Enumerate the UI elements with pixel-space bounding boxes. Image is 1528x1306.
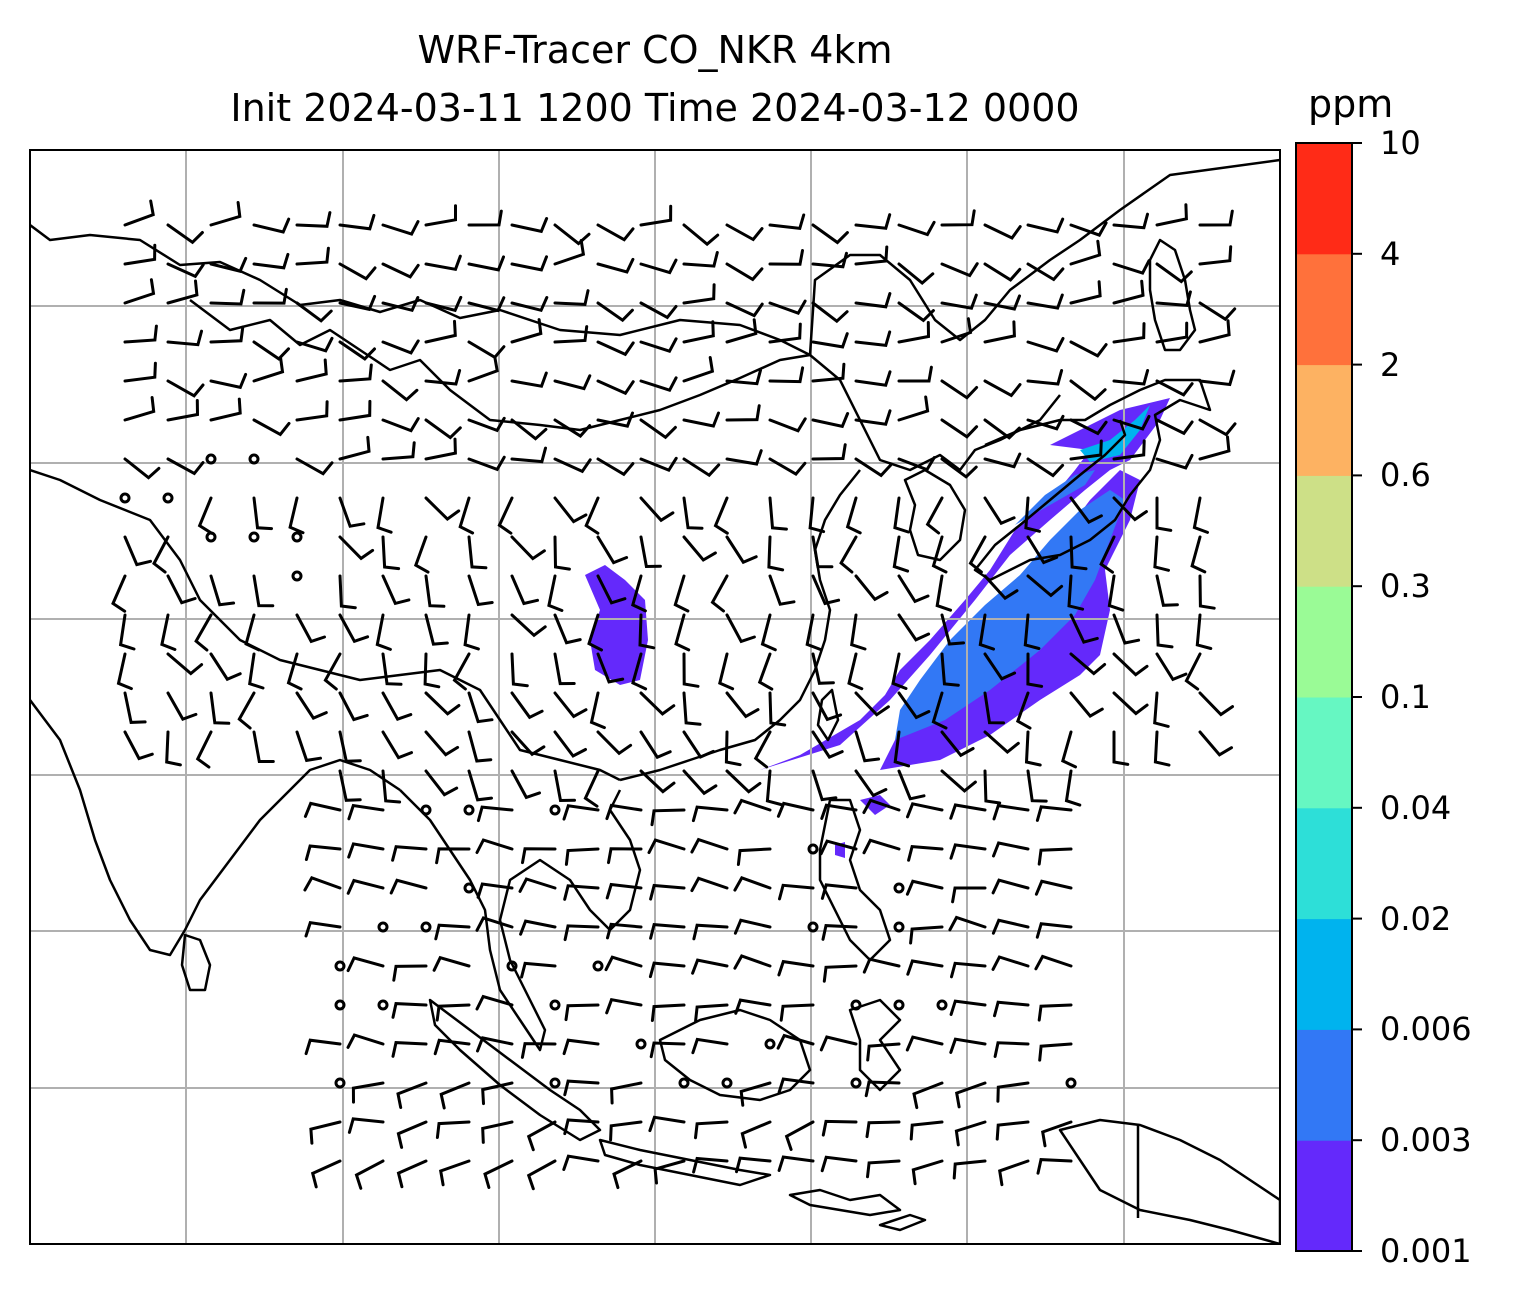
colorbar-tick-label: 0.001: [1380, 1235, 1472, 1267]
colorbar-tick-label: 0.02: [1380, 903, 1451, 935]
colorbar: [1296, 143, 1352, 1252]
colorbar-tick-label: 0.6: [1380, 459, 1431, 491]
colorbar-segment: [1296, 808, 1352, 919]
colorbar-ticks: [1352, 143, 1362, 1251]
colorbar-segment: [1296, 475, 1352, 586]
colorbar-tick-label: 4: [1380, 238, 1400, 270]
colorbar-segment: [1296, 919, 1352, 1030]
colorbar-tick-label: 0.006: [1380, 1013, 1472, 1045]
colorbar-segment: [1296, 254, 1352, 365]
colorbar-tick-label: 2: [1380, 349, 1400, 381]
colorbar-segment: [1296, 586, 1352, 697]
colorbar-segment: [1296, 365, 1352, 476]
colorbar-segment: [1296, 697, 1352, 808]
colorbar-unit-label: ppm: [1308, 82, 1393, 126]
colorbar-tick-label: 0.1: [1380, 681, 1431, 713]
colorbar-segment: [1296, 143, 1352, 254]
colorbar-tick-label: 0.04: [1380, 792, 1451, 824]
colorbar-tick-label: 0.003: [1380, 1124, 1472, 1156]
colorbar-segment: [1296, 1029, 1352, 1140]
colorbar-tick-label: 10: [1380, 127, 1421, 159]
colorbar-segment: [1296, 1140, 1352, 1251]
colorbar-tick-label: 0.3: [1380, 570, 1431, 602]
